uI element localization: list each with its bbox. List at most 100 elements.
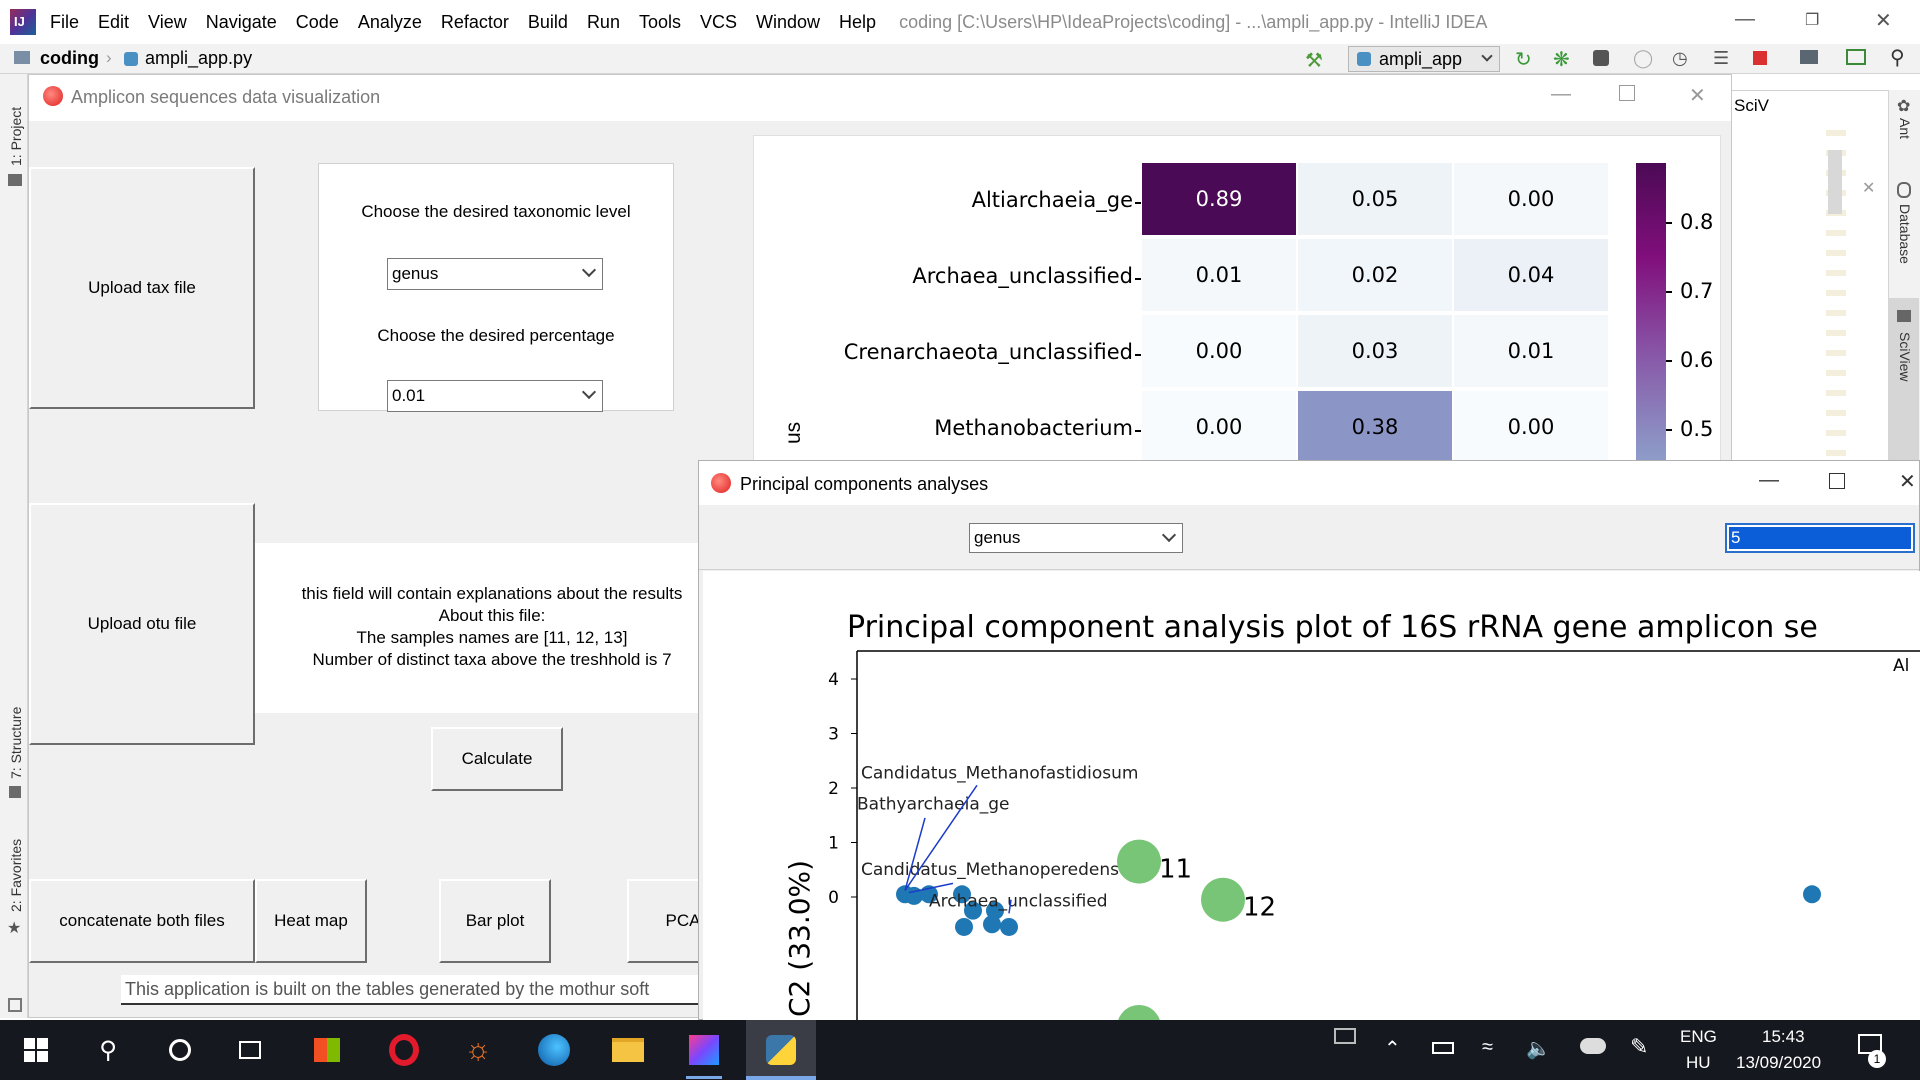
sciview-tab[interactable]: SciV	[1734, 96, 1769, 115]
close-icon[interactable]: ✕	[1899, 471, 1916, 493]
pca-window: Principal components analyses — ✕ genus …	[698, 460, 1920, 1021]
annotation-arrow	[1008, 899, 1012, 914]
keyboard-icon[interactable]	[1334, 1028, 1356, 1044]
restore-icon[interactable]: ❐	[1805, 12, 1820, 29]
percentage-select[interactable]: 0.01	[387, 380, 603, 412]
explanation-line: The samples names are [11, 12, 13]	[356, 628, 628, 647]
heatmap-cell: 0.00	[1142, 391, 1296, 463]
heatmap-cell: 0.00	[1454, 163, 1608, 235]
wifi-icon[interactable]: ≈	[1482, 1036, 1493, 1058]
menu-file[interactable]: File	[50, 11, 80, 32]
coverage-icon[interactable]	[1593, 50, 1609, 66]
close-icon[interactable]: ✕	[1862, 180, 1876, 197]
clock-time[interactable]: 15:43	[1762, 1027, 1805, 1046]
breadcrumb-project[interactable]: coding	[40, 48, 99, 68]
terminal-icon[interactable]	[1846, 49, 1866, 65]
minimize-icon[interactable]: —	[1759, 469, 1779, 491]
pca-level-select[interactable]: genus	[969, 523, 1183, 553]
minimize-icon[interactable]: —	[1735, 8, 1755, 30]
menu-vcs[interactable]: VCS	[700, 11, 738, 32]
cortana-icon[interactable]	[160, 1030, 200, 1070]
rerun-icon[interactable]: ↻	[1515, 49, 1532, 71]
file-explorer-icon[interactable]	[608, 1030, 648, 1070]
upload-otu-button[interactable]: Upload otu file	[29, 503, 255, 745]
edge-icon[interactable]	[534, 1030, 574, 1070]
search-icon[interactable]: ⚲	[99, 1036, 117, 1064]
upload-tax-button[interactable]: Upload tax file	[29, 167, 255, 409]
minimize-icon[interactable]: —	[1551, 83, 1571, 105]
task-view-icon[interactable]	[230, 1030, 270, 1070]
menu-refactor[interactable]: Refactor	[440, 11, 509, 32]
stop-icon[interactable]	[1753, 51, 1767, 65]
scatter-point	[905, 886, 923, 905]
language-label[interactable]: ENG	[1680, 1027, 1717, 1046]
breadcrumb-file[interactable]: ampli_app.py	[145, 48, 253, 68]
heat-map-button[interactable]: Heat map	[255, 879, 367, 963]
menu-run[interactable]: Run	[586, 11, 620, 32]
menu-edit[interactable]: Edit	[98, 11, 130, 32]
status-text: This application is built on the tables …	[121, 975, 721, 1005]
concurrency-icon[interactable]: ◷	[1672, 48, 1688, 68]
tab-structure[interactable]: 7: Structure	[8, 706, 24, 779]
sciview-tab-active[interactable]: SciView	[1889, 298, 1919, 480]
tab-database[interactable]: Database	[1897, 204, 1913, 264]
menu-navigate[interactable]: Navigate	[205, 11, 277, 32]
python-taskbar-button[interactable]	[746, 1020, 816, 1080]
structure-icon	[9, 786, 21, 798]
tab-ant[interactable]: Ant	[1897, 118, 1913, 140]
menu-view[interactable]: View	[148, 11, 187, 32]
y-tick-label: 2	[828, 779, 839, 799]
concatenate-button[interactable]: concatenate both files	[29, 879, 255, 963]
menu-window[interactable]: Window	[756, 11, 821, 32]
editor-scrollbar[interactable]	[1828, 150, 1842, 214]
project-structure-icon[interactable]	[1800, 50, 1818, 64]
heatmap-cell: 0.03	[1298, 315, 1452, 387]
colorbar-tick-label: 0.7	[1680, 279, 1714, 303]
pca-components-input[interactable]: 5	[1725, 523, 1915, 553]
tab-favorites[interactable]: 2: Favorites	[8, 838, 24, 912]
pca-plot-svg: Principal component analysis plot of 16S…	[783, 610, 1920, 1021]
menu-help[interactable]: Help	[839, 11, 877, 32]
menu-code[interactable]: Code	[295, 11, 339, 32]
build-hammer-icon[interactable]: ⚒	[1305, 50, 1323, 72]
heatmap-cell: 0.01	[1454, 315, 1608, 387]
list-icon[interactable]: ☰	[1713, 48, 1730, 68]
search-icon[interactable]: ⚲	[1890, 47, 1905, 69]
calculate-button[interactable]: Calculate	[431, 727, 563, 791]
run-config-select[interactable]: ampli_app	[1348, 46, 1500, 72]
profile-icon[interactable]: ◯	[1633, 48, 1654, 68]
taxa-label: Bathyarchaeia_ge	[857, 794, 1010, 814]
store-icon[interactable]	[307, 1030, 347, 1070]
onedrive-icon[interactable]	[1580, 1038, 1606, 1054]
menu-analyze[interactable]: Analyze	[357, 11, 422, 32]
pen-icon[interactable]: ✎	[1630, 1034, 1649, 1059]
keyboard-layout-label[interactable]: HU	[1686, 1053, 1711, 1072]
maximize-icon[interactable]	[1619, 85, 1635, 101]
ant-icon: ✿	[1897, 98, 1911, 115]
annotation-arrow	[904, 817, 926, 891]
maximize-icon[interactable]	[1829, 473, 1845, 489]
clock-date[interactable]: 13/09/2020	[1736, 1053, 1822, 1072]
y-tick-label: 3	[828, 725, 839, 745]
intellij-taskbar-icon[interactable]	[684, 1030, 724, 1070]
menu-build[interactable]: Build	[527, 11, 568, 32]
windows-start-icon[interactable]	[16, 1030, 56, 1070]
battery-icon[interactable]	[1432, 1042, 1454, 1054]
layout-icon[interactable]	[8, 998, 22, 1012]
volume-icon[interactable]: 🔈	[1526, 1038, 1551, 1060]
options-panel: Choose the desired taxonomic level genus…	[318, 163, 674, 412]
close-icon[interactable]: ✕	[1689, 85, 1706, 107]
bar-plot-button[interactable]: Bar plot	[439, 879, 551, 963]
jupyter-icon[interactable]: ☼	[464, 1033, 492, 1066]
taxonomic-level-select[interactable]: genus	[387, 258, 603, 290]
menu-tools[interactable]: Tools	[638, 11, 681, 32]
scatter-point	[955, 917, 973, 936]
debug-bug-icon[interactable]: ❋	[1553, 49, 1570, 71]
annotation-arrow	[908, 882, 954, 894]
chevron-up-icon[interactable]: ⌃	[1384, 1038, 1401, 1060]
opera-icon[interactable]	[384, 1030, 424, 1070]
tab-project[interactable]: 1: Project	[8, 106, 24, 166]
ide-navbar: coding › ampli_app.py ⚒ ampli_app ↻ ❋ ◯ …	[0, 44, 1920, 74]
close-icon[interactable]: ✕	[1875, 10, 1892, 32]
python-file-icon	[124, 52, 138, 66]
